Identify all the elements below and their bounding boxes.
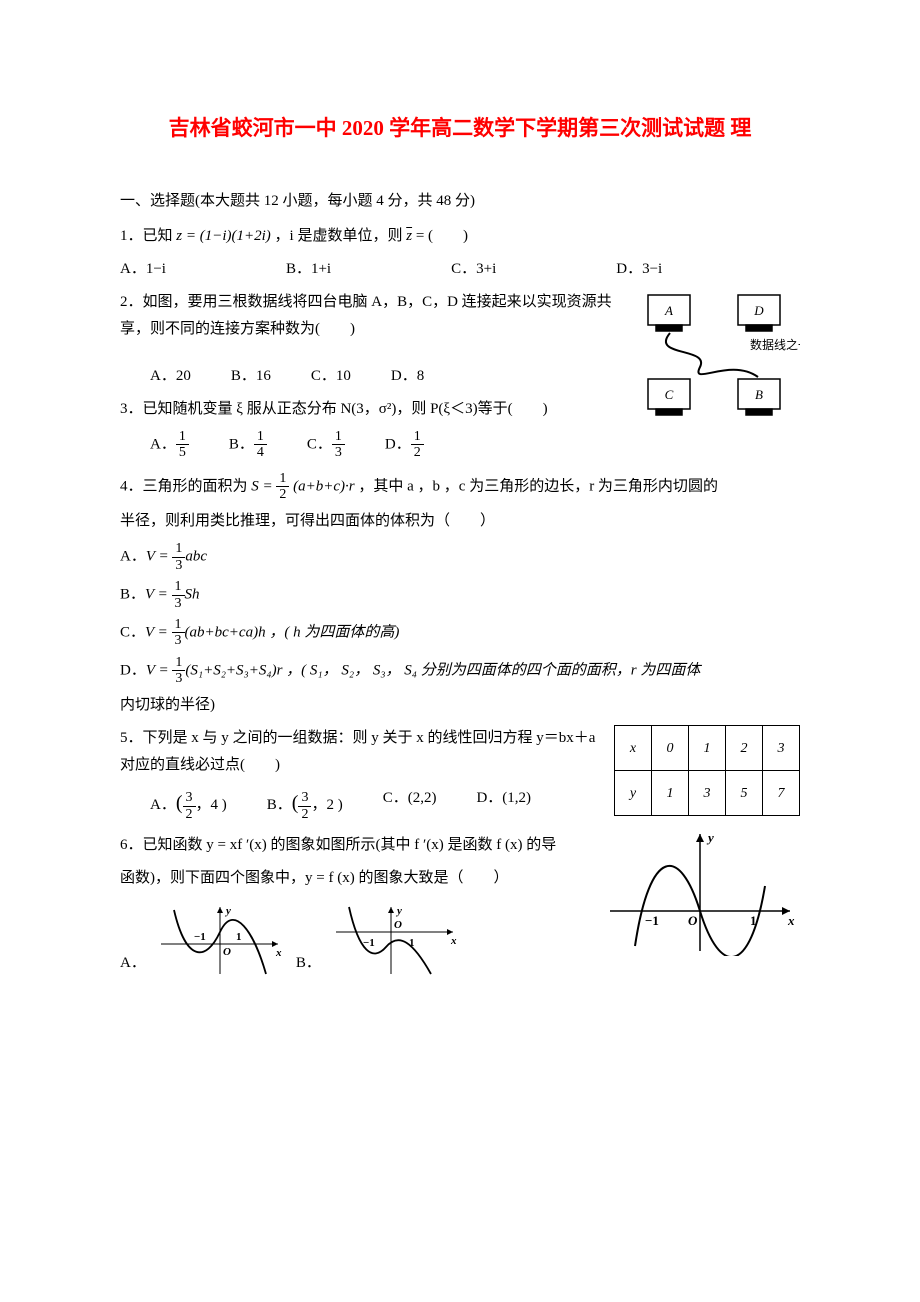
table-cell: 3 [763, 726, 800, 771]
q1-stem-mid: ，i 是虚数单位，则 [275, 228, 407, 244]
question-1: 1．已知 z = (1−i)(1+2i) ，i 是虚数单位，则 z = ( ) [120, 223, 800, 250]
q6-opt-b-label: B． [296, 950, 321, 977]
q5-opt-b: B．(32，2 ) [267, 785, 343, 821]
q4-opt-d-line2: 内切球的半径) [120, 692, 800, 719]
table-cell: 2 [726, 726, 763, 771]
q1-opt-d: D．3−i [616, 256, 662, 283]
q4-abc: (a+b+c)·r [293, 478, 354, 494]
ga-y: y [224, 905, 231, 917]
cable-caption: 数据线之一 [750, 337, 800, 352]
table-cell: 1 [652, 771, 689, 816]
q4-mid: ，其中 a ，b ，c 为三角形的边长，r 为三角形内切圆的 [358, 478, 718, 494]
section-heading: 一、选择题(本大题共 12 小题，每小题 4 分，共 48 分) [120, 188, 800, 215]
q4-opt-b: B．V = 13Sh [120, 579, 800, 611]
q1-opt-b: B．1+i [286, 256, 331, 283]
q2-opt-d: D．8 [391, 363, 424, 390]
axis-neg1: −1 [645, 913, 659, 928]
table-cell: y [615, 771, 652, 816]
computer-d-label: D [753, 303, 764, 318]
q4-half: 12 [276, 471, 289, 503]
question-4: 4．三角形的面积为 S = 12 (a+b+c)·r ，其中 a ，b ，c 为… [120, 471, 800, 503]
computer-b-label: B [755, 387, 763, 402]
q5-opt-c: C．(2,2) [383, 785, 437, 821]
q4-opt-a: A．V = 13abc [120, 541, 800, 573]
q3-options: A．15 B．14 C．13 D．12 [150, 429, 620, 461]
q5-opt-a: A．(32，4 ) [150, 785, 227, 821]
axis-y: y [706, 830, 714, 845]
q1-formula: z = (1−i)(1+2i) [176, 228, 271, 244]
ga-pos: 1 [236, 931, 242, 943]
q5-options: A．(32，4 ) B．(32，2 ) C．(2,2) D．(1,2) [150, 785, 604, 821]
q3-opt-c: C．13 [307, 429, 345, 461]
axis-pos1: 1 [750, 913, 757, 928]
q6-graph-a: −1 1 O y x [156, 902, 286, 977]
q1-stem-post: = ( ) [416, 228, 468, 244]
q5-opt-d: D．(1,2) [476, 785, 531, 821]
q4-line2: 半径，则利用类比推理，可得出四面体的体积为（ ） [120, 508, 800, 535]
q2-opt-a: A．20 [150, 363, 191, 390]
q6-opt-a-label: A． [120, 950, 146, 977]
q2-figure: A D C B 数据线之一 [630, 287, 800, 437]
q6-options-row: A． −1 1 O y x B． −1 1 O y x [120, 902, 590, 977]
page-title: 吉林省蛟河市一中 2020 学年高二数学下学期第三次测试试题 理 [120, 110, 800, 148]
q1-options: A．1−i B．1+i C．3+i D．3−i [120, 256, 800, 283]
gb-x: x [450, 935, 457, 947]
table-cell: 0 [652, 726, 689, 771]
gb-y: y [395, 905, 402, 917]
gb-pos: 1 [409, 937, 415, 949]
q4-pre: 4．三角形的面积为 [120, 478, 251, 494]
gb-neg: −1 [363, 937, 375, 949]
q3-opt-d: D．12 [385, 429, 424, 461]
gb-o: O [394, 919, 402, 931]
axis-origin: O [688, 913, 698, 928]
q1-stem-pre: 1．已知 [120, 228, 176, 244]
q1-zbar: z [406, 228, 412, 244]
ga-o: O [223, 946, 231, 958]
q2-options: A．20 B．16 C．10 D．8 [150, 363, 620, 390]
ga-neg: −1 [194, 931, 206, 943]
q4-seq: S = [251, 478, 276, 494]
q2-opt-b: B．16 [231, 363, 271, 390]
q2-opt-c: C．10 [311, 363, 351, 390]
axis-x: x [787, 913, 795, 928]
q5-data-table: x 0 1 2 3 y 1 3 5 7 [614, 725, 800, 816]
table-row: x 0 1 2 3 [615, 726, 800, 771]
table-cell: 7 [763, 771, 800, 816]
ga-x: x [275, 947, 282, 959]
q4-opt-c: C．V = 13(ab+bc+ca)h ，( h 为四面体的高) [120, 617, 800, 649]
q1-opt-a: A．1−i [120, 256, 166, 283]
table-cell: 1 [689, 726, 726, 771]
q3-opt-a: A．15 [150, 429, 189, 461]
q1-opt-c: C．3+i [451, 256, 496, 283]
table-cell: 3 [689, 771, 726, 816]
table-cell: 5 [726, 771, 763, 816]
q4-opt-d: D．V = 13(S₁+S₂+S₃+S₄)r ，( S₁， S₂， S₃， S₄… [120, 655, 800, 687]
computer-a-label: A [664, 303, 673, 318]
q3-opt-b: B．14 [229, 429, 267, 461]
q6-graph-b: −1 1 O y x [331, 902, 461, 977]
computer-c-label: C [665, 387, 674, 402]
table-row: y 1 3 5 7 [615, 771, 800, 816]
table-cell: x [615, 726, 652, 771]
q6-main-graph: −1 1 O y x [600, 826, 800, 966]
